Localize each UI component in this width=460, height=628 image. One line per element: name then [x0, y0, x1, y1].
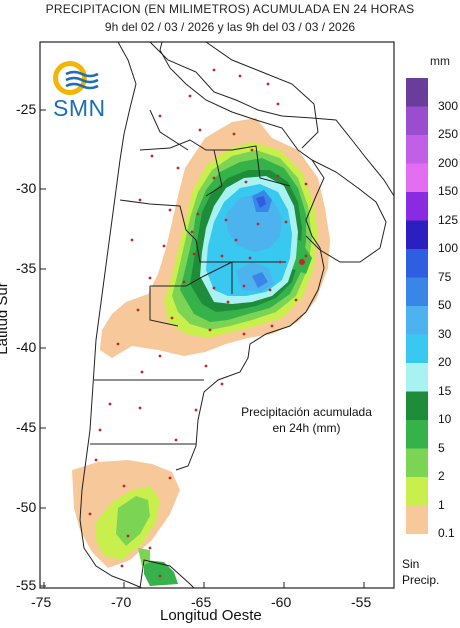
province-line-3: [149, 261, 233, 327]
legend-swatch-125: [406, 192, 428, 221]
legend-label-20: 20: [438, 355, 452, 369]
x-tick-label: -55: [351, 594, 372, 610]
legend-swatch-15: [406, 363, 428, 392]
legend-swatch-250: [406, 106, 428, 135]
x-tick-label: -60: [271, 594, 292, 610]
legend-swatch-50: [406, 277, 428, 306]
map-subtitle-dates: 9h del 02 / 03 / 2026 y las 9h del 03 / …: [104, 20, 356, 34]
legend-swatch-5: [406, 420, 428, 449]
precip-zone-50-b: [252, 272, 268, 288]
map-title: PRECIPITACION (EN MILIMETROS) ACUMULADA …: [45, 2, 415, 16]
province-line-7: [149, 109, 189, 151]
legend-unit: mm: [430, 54, 450, 68]
x-tick-label: -75: [31, 594, 52, 610]
legend-label-2: 2: [438, 469, 445, 483]
nodata-line: Precip.: [402, 573, 440, 587]
legend-swatch-10: [406, 391, 428, 420]
legend-label-15: 15: [438, 383, 452, 398]
y-tick-label: -40: [16, 339, 37, 355]
legend-label-250: 250: [438, 127, 459, 141]
legend-label-5: 5: [438, 440, 445, 455]
legend-label-200: 200: [438, 155, 459, 170]
precip-zone-75: [256, 196, 266, 208]
precip-zone-2-south: [116, 496, 150, 546]
legend-label-300: 300: [438, 98, 459, 113]
legend-swatch-30: [406, 306, 428, 335]
smn-logo-text: SMN: [53, 95, 106, 121]
province-line-8: [205, 149, 223, 197]
y-tick-label: -45: [16, 419, 37, 435]
legend-nodata-label: Sin Precip.: [402, 556, 439, 588]
legend-label-0.1: 0.1: [438, 526, 455, 540]
legend-swatch-75: [406, 249, 428, 278]
legend-swatch-20: [406, 334, 428, 363]
x-tick-label: -70: [111, 594, 132, 610]
paraguay-outline: [205, 41, 319, 149]
y-axis-label: Latitud Sur: [0, 282, 11, 355]
precip-zone-5-tierradelfuego: [144, 560, 178, 586]
legend-color-bar: [406, 78, 428, 534]
province-line-1: [139, 139, 291, 187]
annotation-line: Precipitación acumulada: [241, 405, 372, 419]
y-tick-label: -30: [16, 180, 37, 196]
brazil-uruguay-outline: [305, 159, 387, 263]
y-tick-label: -55: [16, 577, 37, 593]
argentina-outline: [79, 41, 325, 589]
nodata-line: Sin: [402, 557, 420, 571]
legend-label-125: 125: [438, 212, 459, 227]
legend-swatch-200: [406, 135, 428, 164]
map-annotation: Precipitación acumulada en 24h (mm): [229, 404, 384, 436]
legend-label-50: 50: [438, 298, 452, 312]
legend-label-75: 75: [438, 269, 452, 284]
province-line-2: [119, 199, 233, 294]
legend-swatch-0.1: [406, 505, 428, 534]
legend-swatch-1: [406, 477, 428, 506]
x-tick-label: -65: [191, 594, 212, 610]
legend-swatch-100: [406, 220, 428, 249]
legend-swatch-150: [406, 163, 428, 192]
smn-logo-icon: [53, 61, 99, 95]
legend-label-10: 10: [438, 412, 452, 426]
chile-bolivia-border: [149, 41, 395, 197]
legend-swatch-300: [406, 78, 428, 107]
legend-label-100: 100: [438, 241, 459, 255]
legend-label-1: 1: [438, 497, 445, 512]
y-tick-label: -25: [16, 101, 37, 117]
y-tick-label: -35: [16, 260, 37, 276]
precip-zone-2-tierradelfuego: [138, 548, 150, 566]
annotation-line: en 24h (mm): [272, 421, 341, 435]
y-tick-label: -50: [16, 499, 37, 515]
legend-label-150: 150: [438, 184, 459, 198]
legend-label-30: 30: [438, 326, 452, 341]
x-axis-label: Longitud Oeste: [160, 607, 262, 624]
legend-swatch-2: [406, 448, 428, 477]
